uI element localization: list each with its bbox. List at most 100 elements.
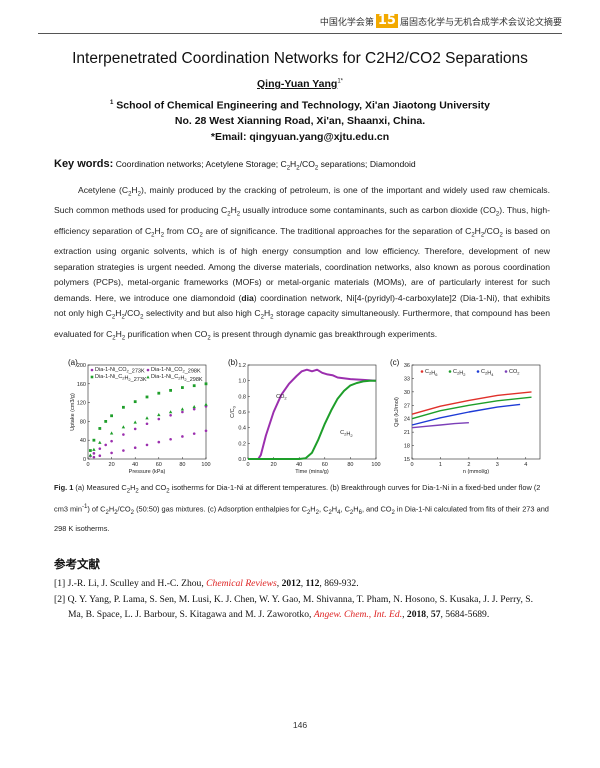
data-point: [110, 451, 113, 455]
legend-marker: [90, 375, 94, 379]
data-point: [133, 427, 137, 431]
corresponding-email: *Email: qingyuan.yang@xjtu.edu.cn: [210, 131, 390, 143]
author-line: Qing-Yuan Yang1*: [0, 78, 600, 90]
data-point: [92, 455, 96, 459]
plot-frame: [87, 364, 207, 460]
legend-marker: [146, 368, 150, 372]
data-point: [192, 407, 196, 411]
annotation-co2: CO2: [276, 394, 287, 401]
data-point: [169, 437, 172, 441]
data-point: [145, 443, 149, 447]
legend-label: C2H4: [481, 369, 494, 377]
x-tick-label: 60: [156, 462, 162, 468]
abstract-text: Acetylene (C2H2), mainly produced by the…: [54, 185, 551, 342]
y-tick-label: 27: [404, 403, 410, 409]
data-point: [145, 416, 149, 420]
legend-marker: [420, 370, 424, 373]
x-tick-label: 60: [322, 462, 328, 468]
data-point: [180, 407, 185, 411]
x-axis-label: Pressure (kPa): [129, 469, 166, 475]
affiliation-line2: No. 28 West Xianning Road, Xi'an, Shaanx…: [174, 114, 426, 127]
series-line: [411, 391, 532, 415]
data-point: [181, 410, 184, 414]
data-point: [157, 391, 161, 395]
y-axis-label: Qst (kJ/mol): [394, 397, 400, 427]
y-tick-label: 33: [404, 376, 410, 382]
legend-label: Dia-1-Ni_CO2_273K: [95, 367, 145, 375]
author-sup: 1*: [337, 78, 343, 85]
data-point: [98, 440, 102, 444]
series-line: [248, 368, 377, 460]
series-line: [248, 379, 376, 460]
panel-a-isotherms: (a) 0 20 40 60 80 100 0 40 80 120 160 200 Pressure (k…: [68, 358, 211, 475]
y-tick-label: 0: [83, 457, 86, 463]
figure-caption: Fig. 1 (a) Measured C2H2 and CO2 isother…: [54, 483, 549, 534]
data-point: [110, 414, 113, 418]
x-tick-label: 0: [410, 462, 413, 468]
data-point: [104, 420, 108, 423]
y-tick-label: 80: [80, 419, 86, 425]
data-point: [192, 405, 196, 409]
reference-item: [1] J.-R. Li, J. Sculley and H.-C. Zhou,…: [54, 578, 359, 589]
data-point: [145, 422, 149, 426]
affiliation-line1: School of Chemical Engineering and Techn…: [116, 99, 490, 112]
paper-title: Interpenetrated Coordination Networks fo…: [72, 50, 528, 67]
x-axis-label: Time (mins/g): [295, 469, 329, 475]
x-tick-label: 2: [467, 462, 470, 468]
y-tick-label: 0.0: [238, 457, 246, 463]
y-tick-label: 15: [404, 457, 410, 463]
y-axis-label: C/C0: [230, 405, 237, 417]
y-tick-label: 0.2: [238, 441, 246, 447]
data-point: [121, 425, 126, 429]
data-point: [122, 449, 125, 452]
x-tick-label: 100: [201, 462, 210, 468]
series-line: [411, 396, 532, 420]
data-point: [192, 384, 196, 388]
data-point: [92, 452, 96, 455]
data-point: [133, 420, 137, 424]
series-line: [411, 422, 469, 429]
legend-marker: [504, 370, 508, 373]
data-point: [109, 431, 114, 435]
legend-label: C2H6: [425, 369, 438, 377]
conference-header: 中国化学会第 15 届固态化学与无机合成学术会议论文摘要: [320, 14, 562, 28]
data-point: [169, 388, 172, 392]
legend-label: Dia-1-Ni_C2H2_273K: [95, 374, 147, 383]
data-point: [98, 454, 102, 458]
affiliation: 1 School of Chemical Engineering and Tec…: [0, 96, 600, 129]
legend-marker: [476, 370, 480, 373]
y-tick-label: 30: [404, 390, 410, 396]
data-point: [157, 417, 161, 421]
y-tick-label: 36: [404, 363, 410, 369]
keywords: Key words: Coordination networks; Acetyl…: [54, 158, 416, 172]
data-point: [104, 443, 107, 447]
panel-label: (b): [228, 358, 238, 367]
data-point: [133, 400, 137, 404]
data-point: [204, 402, 208, 406]
data-point: [145, 395, 149, 399]
x-tick-label: 100: [371, 462, 380, 468]
legend-marker: [90, 368, 94, 372]
data-point: [98, 447, 102, 450]
x-tick-label: 40: [296, 462, 302, 468]
author-name: Qing-Yuan Yang: [257, 78, 338, 90]
panel-label: (a): [68, 358, 78, 367]
y-tick-label: 0.4: [238, 426, 246, 432]
data-point: [169, 413, 172, 417]
legend-label: Dia-1-Ni_CO2_298K: [151, 367, 201, 375]
y-tick-label: 1.2: [238, 363, 246, 369]
keywords-label: Key words:: [54, 158, 114, 170]
y-tick-label: 24: [404, 417, 410, 423]
y-tick-label: 120: [77, 401, 86, 407]
legend-label: C2H2: [453, 369, 466, 377]
legend-label: CO2: [509, 369, 520, 376]
data-point: [122, 405, 125, 409]
references-list: [1] J.-R. Li, J. Sculley and H.-C. Zhou,…: [54, 576, 550, 623]
y-tick-label: 40: [80, 438, 86, 444]
y-tick-label: 0.8: [238, 394, 246, 400]
data-point: [168, 410, 173, 414]
data-point: [133, 446, 137, 450]
data-point: [204, 382, 208, 386]
y-tick-label: 160: [77, 382, 86, 388]
y-tick-label: 18: [404, 444, 410, 450]
